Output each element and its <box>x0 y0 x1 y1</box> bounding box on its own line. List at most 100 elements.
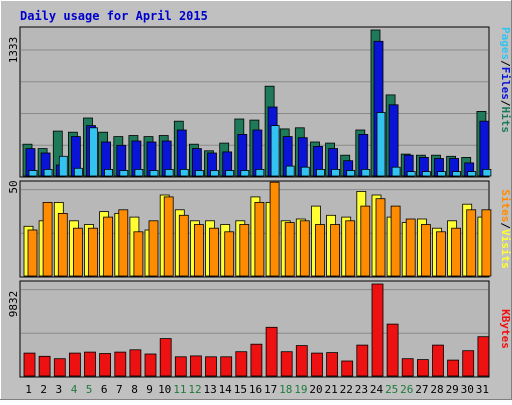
day-label: 5 <box>86 383 93 396</box>
sites-bar <box>436 231 446 277</box>
day-label: 26 <box>400 383 413 396</box>
sites-bar <box>239 224 250 277</box>
day-label: 6 <box>101 383 108 396</box>
pages-bar <box>361 168 371 177</box>
kbytes-bar <box>416 359 429 377</box>
kbytes-bar <box>386 323 399 377</box>
kbytes-panel-legend: KBytes <box>499 309 512 349</box>
kbytes-bar <box>114 351 127 377</box>
kbytes-bar <box>280 351 293 377</box>
visits-panel-legend: Sites/Visits <box>499 189 512 269</box>
sites-bar <box>451 227 462 277</box>
day-label: 21 <box>324 383 337 396</box>
legend-visits: Visits <box>499 229 512 269</box>
legend-kbytes: KBytes <box>499 309 512 349</box>
pages-bar <box>240 170 250 177</box>
kbytes-bar <box>69 352 81 377</box>
sites-bar <box>254 201 265 277</box>
pages-bar <box>316 168 325 177</box>
pages-bar <box>119 170 129 177</box>
kbytes-bar <box>129 349 142 377</box>
day-label: 29 <box>446 383 459 396</box>
day-label: 20 <box>309 383 322 396</box>
legend-separator: / <box>499 60 512 67</box>
sites-bar <box>178 214 189 277</box>
kbytes-bar <box>23 352 36 377</box>
sites-bar <box>360 205 371 277</box>
pages-bar <box>421 171 431 177</box>
sites-bar <box>420 224 431 277</box>
pages-bar <box>346 170 356 177</box>
day-label: 14 <box>219 383 233 396</box>
sites-bar <box>390 205 401 277</box>
sites-bar <box>481 209 492 277</box>
files-bar <box>479 120 490 177</box>
day-label: 30 <box>461 383 474 396</box>
kbytes-bar <box>250 343 263 377</box>
hits-panel-max-label: 1333 <box>7 37 20 64</box>
pages-bar <box>376 112 386 177</box>
pages-bar <box>134 168 144 177</box>
files-bar <box>237 133 248 177</box>
pages-bar <box>255 168 265 177</box>
kbytes-panel-max-label: 9832 <box>7 291 20 318</box>
pages-bar <box>74 167 83 177</box>
kbytes-bar <box>84 351 96 377</box>
sites-bar <box>148 220 159 277</box>
legend-sites: Sites <box>499 189 512 222</box>
sites-bar <box>88 227 98 277</box>
kbytes-bar <box>159 338 172 377</box>
sites-bar <box>284 222 295 277</box>
pages-bar <box>285 165 295 177</box>
sites-bar <box>209 227 219 277</box>
sites-bar <box>42 201 53 277</box>
kbytes-bar <box>174 356 187 377</box>
svg-text:KBytes: KBytes <box>499 309 512 349</box>
day-label: 1 <box>25 383 32 396</box>
kbytes-bar <box>295 345 308 377</box>
legend-separator: / <box>499 100 512 107</box>
day-label: 18 <box>279 383 292 396</box>
sites-bar <box>103 216 113 277</box>
pages-bar <box>43 168 53 177</box>
day-label: 10 <box>158 383 171 396</box>
kbytes-bar <box>477 336 490 377</box>
pages-bar <box>179 168 189 177</box>
pages-bar <box>28 170 38 177</box>
pages-bar <box>104 168 113 177</box>
day-label: 7 <box>116 383 123 396</box>
legend-hits: Hits <box>499 107 512 134</box>
pages-bar <box>437 171 446 177</box>
pages-bar <box>225 170 235 177</box>
day-label: 13 <box>203 383 216 396</box>
legend-pages: Pages <box>499 27 512 60</box>
chart-title: Daily usage for April 2015 <box>20 9 208 23</box>
svg-text:Sites/Visits: Sites/Visits <box>499 189 512 269</box>
sites-bar <box>118 209 129 277</box>
hits-panel-legend: Pages/Files/Hits <box>499 27 512 133</box>
kbytes-bar <box>38 355 51 377</box>
day-label: 24 <box>370 383 384 396</box>
pages-bar <box>58 155 68 177</box>
sites-bar <box>27 229 38 277</box>
sites-bar <box>73 227 83 277</box>
sites-bar <box>133 231 144 277</box>
sites-bar <box>330 224 341 277</box>
sites-bar <box>345 220 356 277</box>
pages-bar <box>164 168 174 177</box>
day-label: 22 <box>340 383 353 396</box>
kbytes-bar <box>189 355 202 377</box>
kbytes-bar <box>356 344 369 377</box>
pages-bar <box>89 127 98 177</box>
pages-bar <box>300 166 310 177</box>
pages-bar <box>467 171 477 177</box>
kbytes-bar <box>99 353 111 377</box>
day-label: 27 <box>415 383 428 396</box>
day-label: 16 <box>249 383 262 396</box>
pages-bar <box>149 170 159 177</box>
kbytes-bar <box>265 326 278 377</box>
kbytes-bar <box>371 283 384 377</box>
sites-bar <box>299 220 310 277</box>
files-bar <box>388 104 399 177</box>
